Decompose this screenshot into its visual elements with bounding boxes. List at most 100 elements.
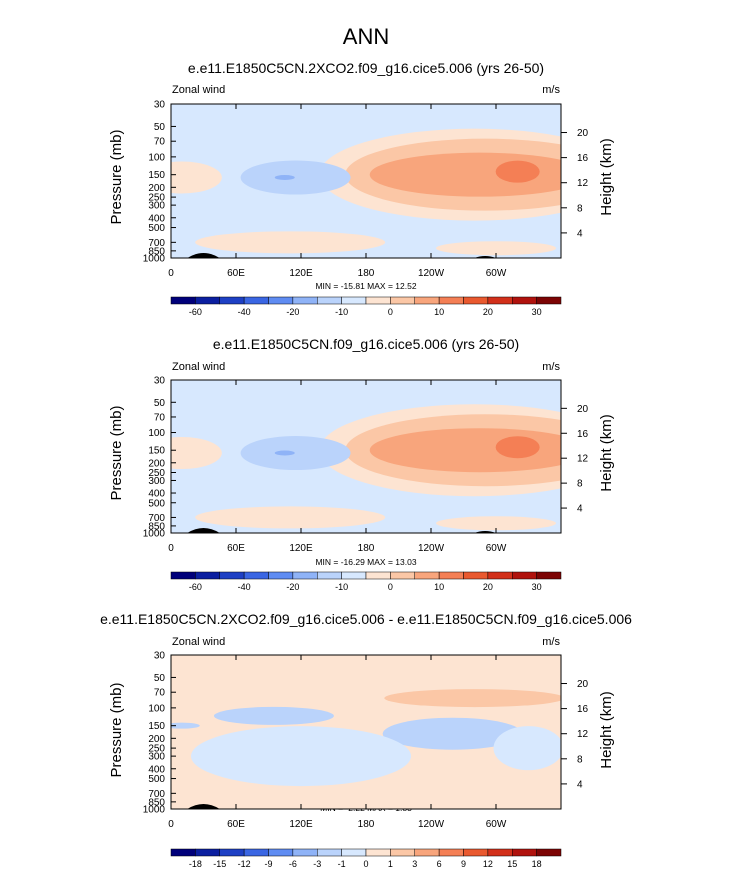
contour-region: [171, 722, 200, 729]
y-tick-label: 850: [148, 797, 165, 808]
colorbar-swatch: [365, 296, 391, 305]
x-axis: 0 60E 120E 180 120W 60W: [168, 655, 507, 830]
y2-tick-label: 8: [577, 203, 583, 214]
colorbar-label: 30: [532, 307, 542, 317]
colorbar-label: -15: [213, 859, 226, 869]
x-tick-label: 60E: [227, 268, 245, 279]
contour-region: [369, 428, 561, 473]
colorbar-label: -12: [238, 859, 251, 869]
colorbar-swatch: [536, 848, 562, 857]
topography: [187, 804, 220, 809]
y-tick-label: 200: [148, 734, 165, 745]
y-tick-label: 400: [148, 489, 165, 500]
colorbar-swatch: [219, 296, 245, 305]
y-tick-label: 70: [154, 412, 166, 423]
y-tick-label: 30: [154, 651, 166, 662]
contour-region: [274, 175, 295, 181]
y2-tick-label: 12: [577, 729, 589, 740]
colorbar-swatch: [341, 571, 367, 580]
y-tick-label: 200: [148, 458, 165, 469]
colorbar-swatch: [463, 848, 489, 857]
y-axis-title: Pressure (mb): [108, 129, 125, 224]
contour-region: [384, 689, 561, 708]
x-tick-label: 120W: [418, 268, 445, 279]
colorbar-swatch: [243, 848, 269, 857]
x-tick-label: 120W: [418, 819, 445, 830]
colorbar-swatch: [390, 296, 415, 305]
x-tick-label: 60W: [486, 268, 507, 279]
colorbar-label: -20: [286, 582, 299, 592]
colorbar-swatch: [438, 296, 464, 305]
units-label: m/s: [542, 636, 560, 648]
contour-region: [495, 160, 540, 183]
colorbar-swatch: [219, 571, 245, 580]
y-tick-label: 150: [148, 721, 165, 732]
contour-region: [240, 436, 351, 471]
colorbar-swatch: [487, 848, 513, 857]
y-tick-label: 30: [154, 376, 166, 387]
y-tick-label: 50: [154, 673, 166, 684]
colorbar-swatch: [512, 296, 537, 305]
colorbar-label: 18: [532, 859, 542, 869]
colorbar-swatch: [390, 848, 415, 857]
units-label: m/s: [542, 361, 560, 373]
figure-title: ANN: [343, 24, 389, 49]
colorbar-label: 12: [483, 859, 493, 869]
y-tick-label: 500: [148, 774, 165, 785]
colorbar-label: -40: [238, 582, 251, 592]
colorbar-swatch: [170, 571, 196, 580]
x-axis: 0 60E 120E 180 120W 60W: [168, 104, 507, 279]
y2-axis-title: Height (km): [598, 414, 615, 492]
colorbar-swatch: [365, 848, 391, 857]
y-tick-label: 850: [148, 246, 165, 257]
colorbar-label: 6: [437, 859, 442, 869]
colorbar-label: -20: [286, 307, 299, 317]
y-axis-title: Pressure (mb): [108, 405, 125, 500]
y2-tick-label: 20: [577, 128, 589, 139]
contour-plot: [170, 103, 562, 259]
min-max-text: MIN = -15.81 MAX = 12.52: [315, 281, 416, 291]
y2-tick-label: 4: [577, 779, 583, 790]
contour-region: [171, 161, 222, 194]
colorbar-swatch: [195, 296, 220, 305]
x-tick-label: 0: [168, 543, 174, 554]
contour-region: [274, 450, 295, 456]
colorbar-swatch: [317, 571, 342, 580]
y-tick-label: 250: [148, 468, 165, 479]
x-tick-label: 120E: [289, 819, 313, 830]
colorbar-swatch: [341, 296, 367, 305]
colorbar-swatch: [317, 848, 342, 857]
contour-region: [436, 516, 556, 531]
contour-region: [495, 436, 540, 459]
colorbar-label: -60: [189, 582, 202, 592]
colorbar-swatch: [170, 848, 196, 857]
colorbar-label: -18: [189, 859, 202, 869]
contour-region: [436, 241, 556, 256]
y-tick-label: 150: [148, 170, 165, 181]
colorbar-swatch: [414, 848, 440, 857]
colorbar-label: 1: [388, 859, 393, 869]
y2-axis-title: Height (km): [598, 691, 615, 769]
y-tick-label: 70: [154, 688, 166, 699]
x-tick-label: 180: [358, 268, 375, 279]
colorbar-swatch: [317, 296, 342, 305]
colorbar-label: -9: [264, 859, 272, 869]
colorbar-label: -3: [313, 859, 321, 869]
colorbar-label: 0: [363, 859, 368, 869]
y-tick-label: 700: [148, 789, 165, 800]
contour-region: [382, 717, 523, 750]
contour-region: [191, 726, 411, 787]
variable-label: Zonal wind: [172, 361, 225, 373]
y-tick-label: 1000: [143, 254, 166, 265]
colorbar-swatch: [219, 848, 245, 857]
y-tick-label: 150: [148, 446, 165, 457]
colorbar-label: -60: [189, 307, 202, 317]
colorbar-swatch: [414, 296, 440, 305]
colorbar-swatch: [365, 571, 391, 580]
colorbar-label: 15: [507, 859, 517, 869]
colorbar-label: 10: [434, 307, 444, 317]
y-tick-label: 70: [154, 137, 166, 148]
x-tick-label: 120E: [289, 268, 313, 279]
